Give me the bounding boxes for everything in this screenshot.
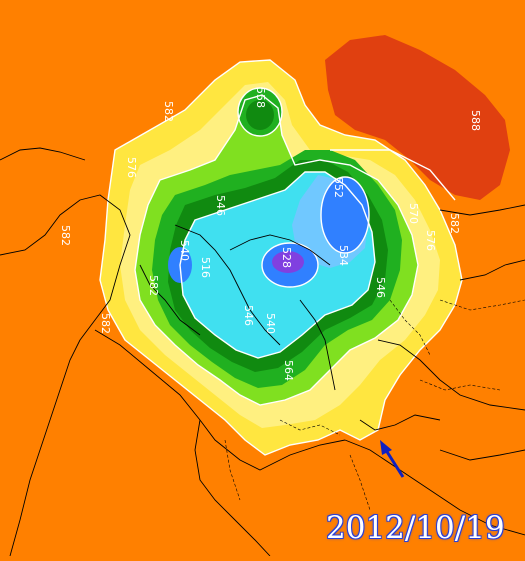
contour-label: 582 xyxy=(99,313,112,334)
contour-label: 552 xyxy=(332,177,345,198)
cutoff-low-darkgreen xyxy=(246,100,274,130)
warm-ridge-region xyxy=(325,35,510,200)
contour-label: 546 xyxy=(214,195,227,216)
contour-label: 582 xyxy=(147,275,160,296)
trough-blue-east xyxy=(321,177,369,253)
contour-label: 570 xyxy=(407,203,420,224)
contour-label: 534 xyxy=(337,245,350,266)
contour-label: 582 xyxy=(448,213,461,234)
contour-label: 588 xyxy=(469,110,482,131)
contour-label: 528 xyxy=(280,247,293,268)
contour-label: 564 xyxy=(282,360,295,381)
low-center-purple xyxy=(272,251,304,273)
contour-labels: 582 576 582 582 588 576 582 570 558 546 … xyxy=(59,87,482,381)
contour-label: 558 xyxy=(254,87,267,108)
contour-label: 540 xyxy=(264,313,277,334)
coastlines xyxy=(0,147,525,557)
contour-label: 540 xyxy=(178,240,191,261)
contour-label: 582 xyxy=(162,101,175,122)
contour-lines xyxy=(99,59,463,456)
contour-label: 546 xyxy=(242,305,255,326)
contour-label: 576 xyxy=(424,230,437,251)
contour-label: 576 xyxy=(125,157,138,178)
borders xyxy=(224,299,525,511)
date-stamp: 2012/10/19 xyxy=(326,510,505,546)
contour-label: 546 xyxy=(374,277,387,298)
arrow-pointer-icon xyxy=(380,440,405,478)
contour-label: 516 xyxy=(199,257,212,278)
contour-label: 582 xyxy=(59,225,72,246)
